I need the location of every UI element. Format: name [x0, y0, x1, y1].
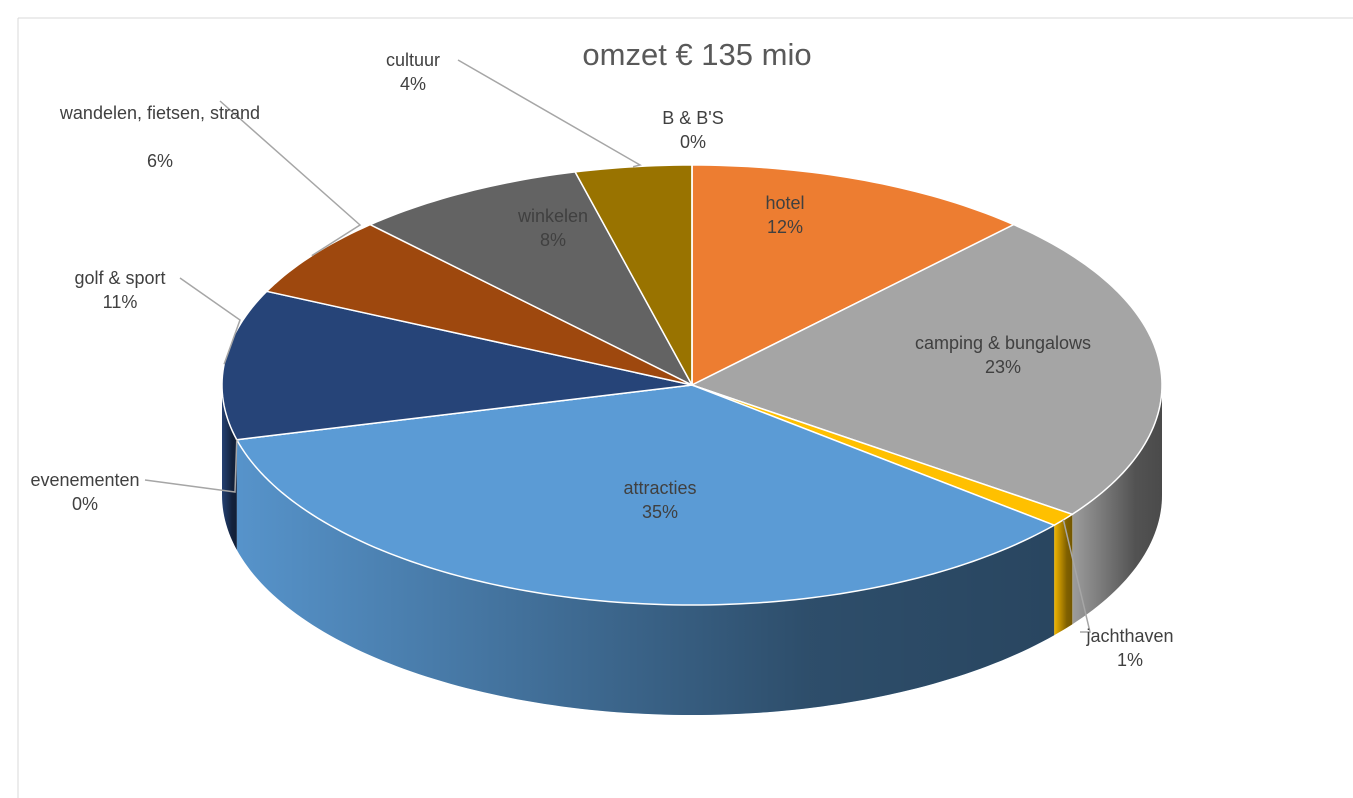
- pie-side-shade: [236, 439, 1055, 715]
- leader-line: [1062, 519, 1091, 633]
- slice-label: wandelen, fietsen, strand: [59, 103, 261, 123]
- pie-side-shade: [222, 385, 237, 550]
- chart-title: omzet € 135 mio: [582, 37, 812, 72]
- slice-value-label: 6%: [146, 151, 174, 171]
- leader-line: [457, 59, 642, 168]
- slice-label: winkelen: [517, 206, 589, 226]
- slice-value-label: 1%: [1116, 650, 1144, 670]
- slice-label: attracties: [623, 478, 697, 498]
- pie-slice: [691, 164, 1016, 387]
- slice-label: golf & sport: [74, 268, 166, 288]
- slice-label: B & B'S: [662, 108, 724, 128]
- slice-value-label: 8%: [539, 230, 567, 250]
- slice-label: camping & bungalows: [914, 333, 1092, 353]
- slice-value-label: 0%: [679, 132, 707, 152]
- slice-value-label: 4%: [399, 74, 427, 94]
- pie-slice: [690, 223, 1163, 516]
- slice-value-label: 0%: [71, 494, 99, 514]
- leader-line: [144, 439, 238, 493]
- pie-slice: [235, 384, 1056, 606]
- pie-side-shade: [1054, 514, 1073, 636]
- leader-line: [219, 100, 362, 257]
- slice-value-label: 12%: [766, 217, 804, 237]
- leader-line: [179, 277, 241, 365]
- pie-slice: [368, 171, 694, 387]
- slice-label: evenementen: [30, 470, 140, 490]
- slice-value-label: 35%: [641, 502, 679, 522]
- slice-label: cultuur: [385, 50, 441, 70]
- slice-label: hotel: [765, 193, 805, 213]
- slice-value-label: 23%: [984, 357, 1022, 377]
- pie-side-shade: [1072, 385, 1162, 625]
- slice-value-label: 11%: [102, 292, 138, 312]
- slice-label: jachthaven: [1086, 626, 1174, 646]
